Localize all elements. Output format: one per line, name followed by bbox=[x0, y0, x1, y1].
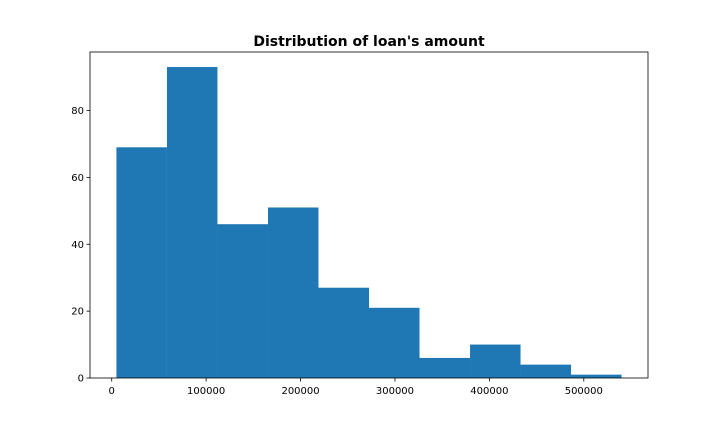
y-axis: 0 20 40 60 80 bbox=[71, 106, 90, 385]
x-tick-label: 300000 bbox=[376, 386, 414, 397]
histogram-bar-8 bbox=[470, 344, 521, 378]
chart-title: Distribution of loan's amount bbox=[253, 34, 485, 50]
y-tick-label: 40 bbox=[71, 240, 84, 251]
x-tick-label: 500000 bbox=[565, 386, 603, 397]
y-tick-label: 0 bbox=[78, 374, 84, 385]
histogram-bar-4 bbox=[267, 207, 319, 378]
plot-frame bbox=[89, 51, 649, 379]
histogram-bar-7 bbox=[419, 357, 471, 378]
histogram-bar-10 bbox=[571, 374, 622, 378]
y-tick-label: 20 bbox=[71, 307, 84, 318]
x-tick-label: 0 bbox=[109, 386, 115, 397]
histogram-bar-1 bbox=[116, 147, 167, 378]
bars-group bbox=[116, 67, 622, 379]
x-tick-label: 100000 bbox=[187, 386, 225, 397]
histogram-bar-5 bbox=[318, 287, 369, 378]
histogram-bar-9 bbox=[520, 364, 572, 378]
histogram-bar-6 bbox=[369, 307, 420, 378]
y-tick-label: 60 bbox=[71, 173, 84, 184]
x-tick-label: 400000 bbox=[470, 386, 508, 397]
y-tick-label: 80 bbox=[71, 106, 84, 117]
histogram-bar-3 bbox=[217, 224, 268, 378]
x-tick-label: 200000 bbox=[281, 386, 319, 397]
x-axis: 0 100000 200000 300000 400000 500000 bbox=[109, 378, 603, 397]
histogram-bar-2 bbox=[166, 67, 218, 379]
